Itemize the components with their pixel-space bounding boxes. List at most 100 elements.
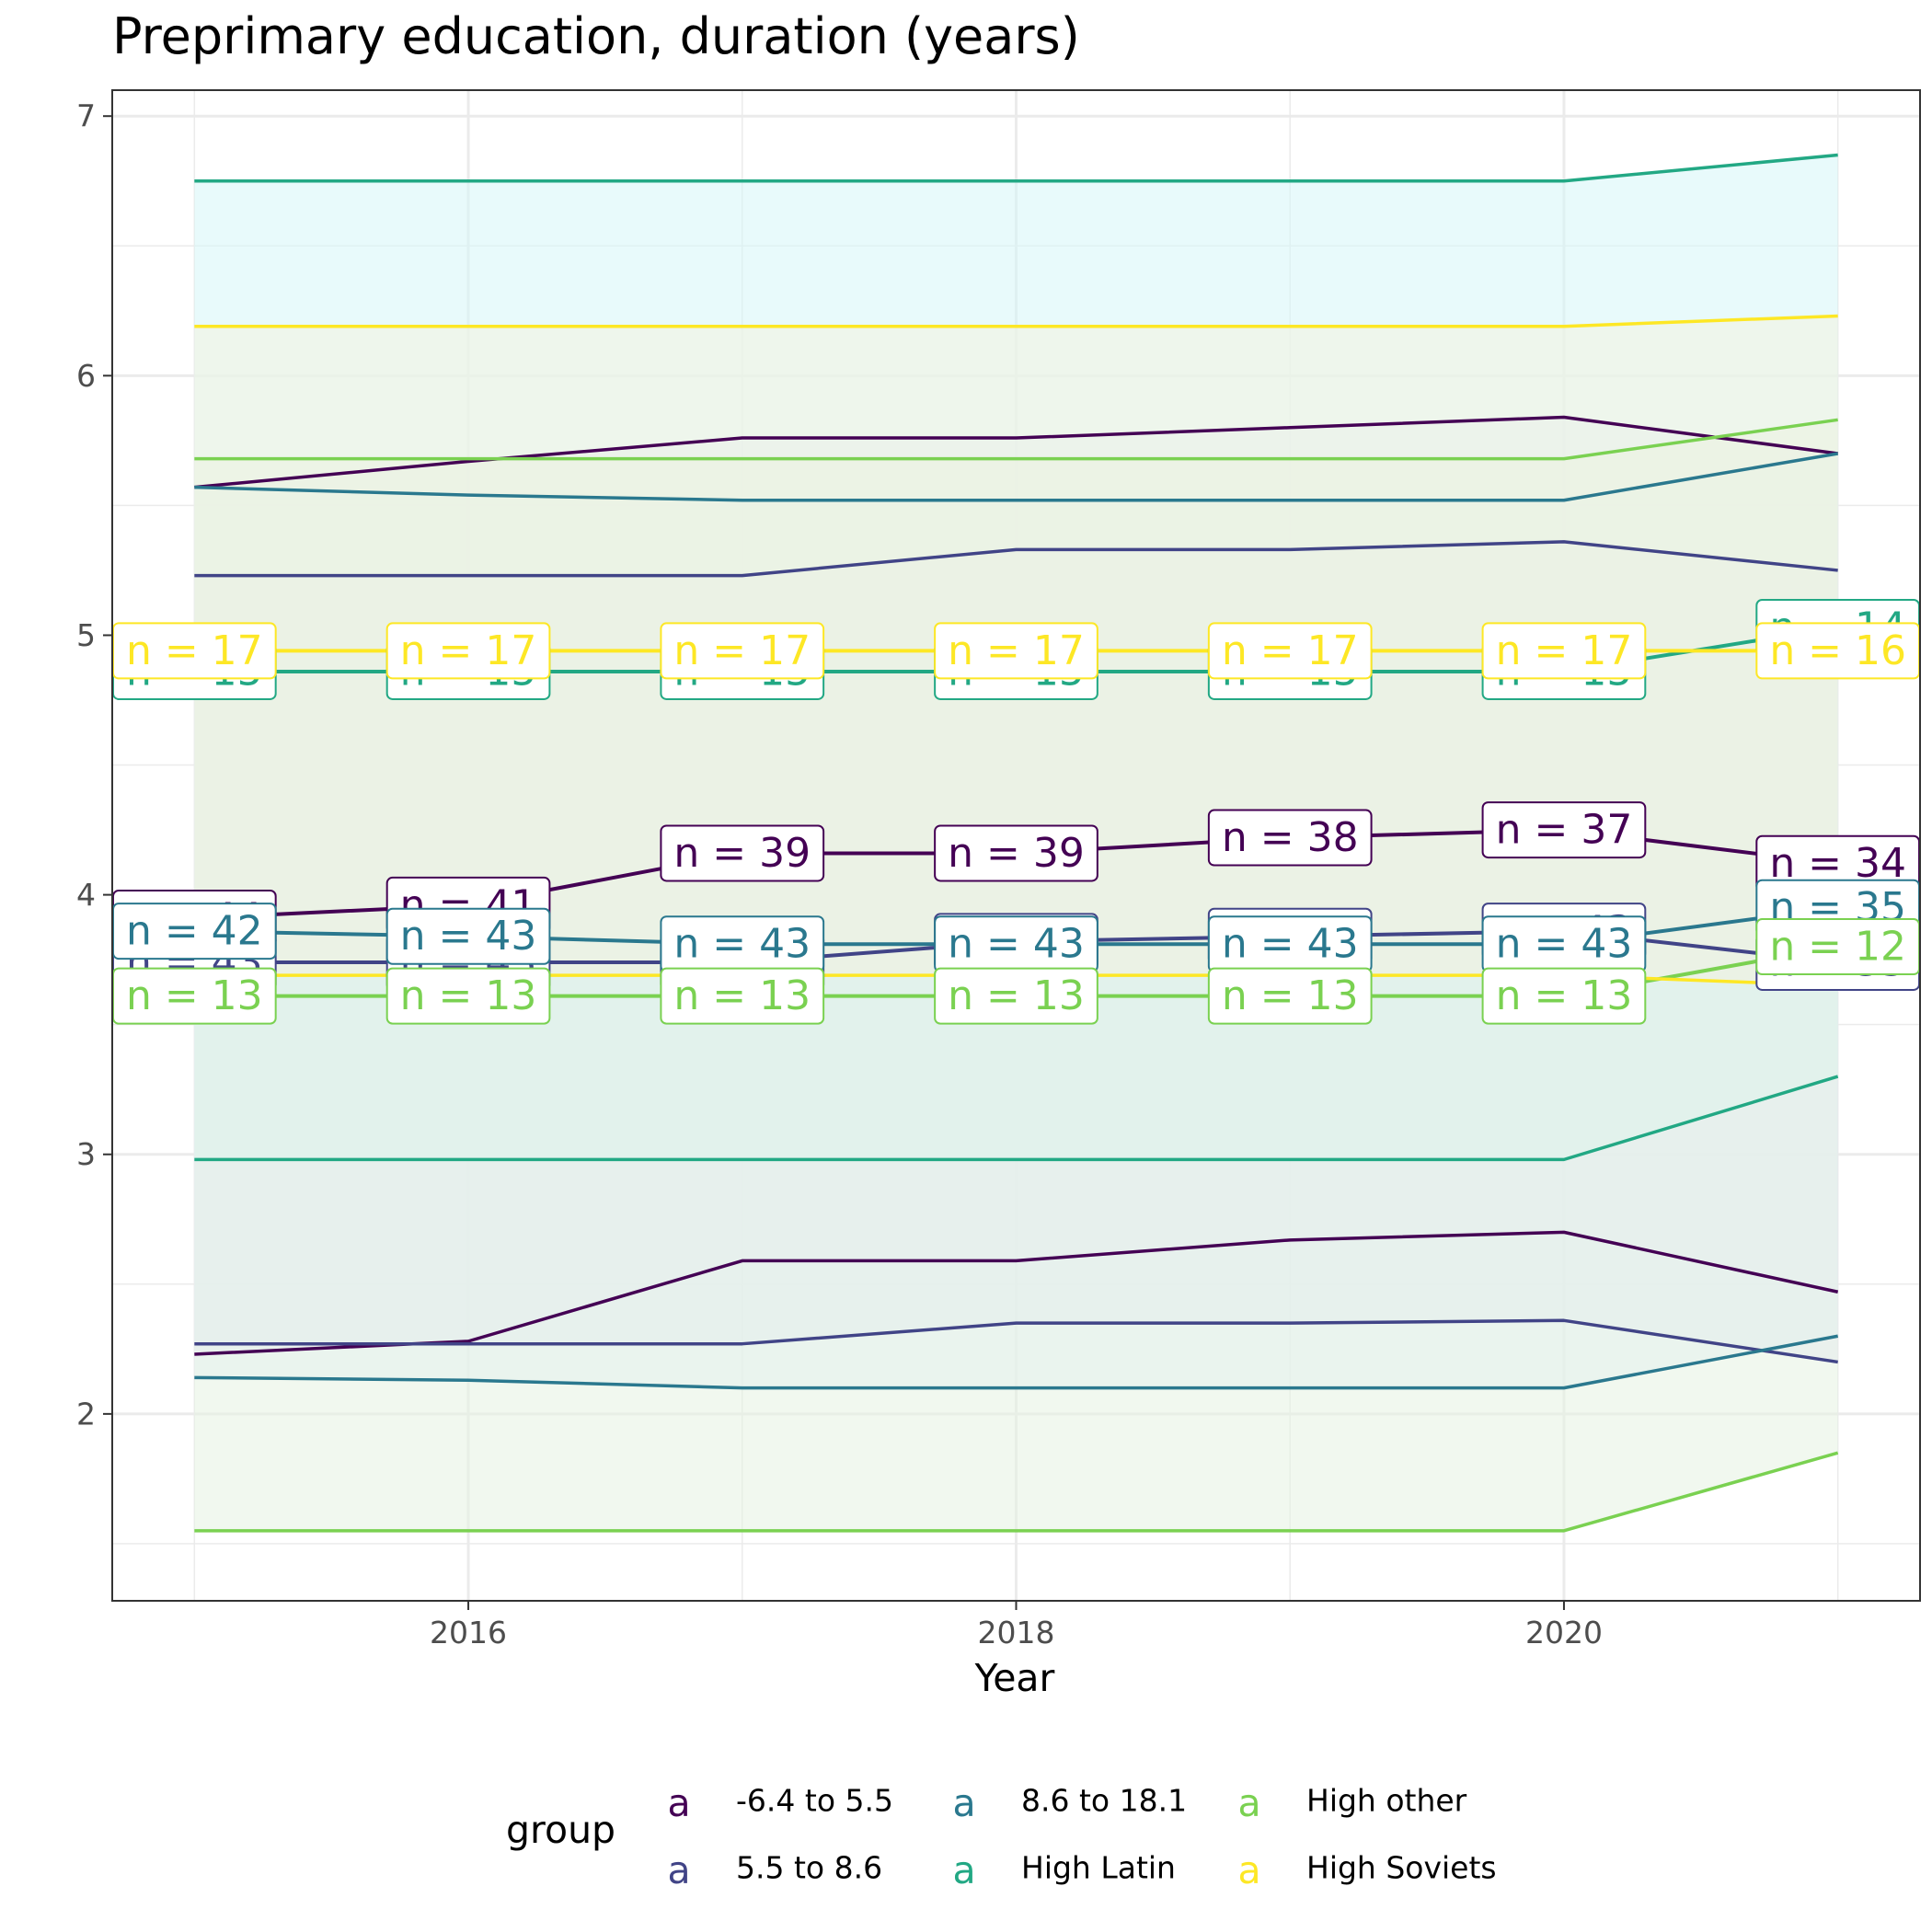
upper-line-series-3 (194, 452, 1838, 502)
upper-line-series-4 (194, 153, 1838, 183)
n-label: n = 13 (934, 967, 1098, 1025)
n-label-box (934, 622, 1098, 680)
legend-key: a (1237, 1781, 1260, 1825)
n-label-text: n = 42 (126, 908, 263, 955)
n-label-text: n = 13 (1496, 972, 1633, 1019)
upper-line-series-6 (194, 314, 1838, 328)
x-tick-label: 2018 (978, 1615, 1055, 1650)
n-label: n = 16 (1755, 622, 1921, 680)
n-label: n = 39 (934, 824, 1098, 882)
legend-key: a (667, 1781, 690, 1825)
legend-item: a 5.5 to 8.6 (667, 1848, 882, 1892)
legend-key: a (952, 1848, 975, 1892)
n-label-text: n = 12 (1769, 924, 1906, 971)
legend-item: a 8.6 to 18.1 (952, 1781, 1187, 1825)
y-tick-label: 2 (76, 1396, 96, 1432)
legend-key: a (952, 1781, 975, 1825)
lower-line-series-4 (194, 1075, 1839, 1162)
legend-label: -6.4 to 5.5 (736, 1783, 893, 1819)
n-label: n = 17 (1481, 622, 1647, 680)
n-label-text: n = 13 (1222, 972, 1359, 1019)
n-label: n = 17 (111, 622, 277, 680)
n-label: n = 17 (385, 622, 551, 680)
n-label-box (1207, 967, 1373, 1025)
legend-item: a High Soviets (1237, 1848, 1496, 1892)
n-label-text: n = 17 (673, 627, 811, 674)
legend-item: a -6.4 to 5.5 (667, 1781, 893, 1825)
n-label: n = 17 (1207, 622, 1373, 680)
n-label: n = 42 (111, 903, 277, 960)
n-label: n = 13 (111, 967, 277, 1025)
legend-item: a High other (1237, 1781, 1466, 1825)
y-tick-label: 3 (76, 1136, 96, 1172)
n-label-text: n = 43 (673, 921, 811, 968)
lower-line-series-3 (194, 1334, 1839, 1390)
n-label-box (1207, 809, 1373, 867)
n-label-box (660, 824, 825, 882)
n-label-text: n = 17 (1496, 627, 1633, 674)
upper-line-series-1 (194, 415, 1838, 489)
y-tick-label: 5 (76, 617, 96, 653)
x-tick-label: 2020 (1525, 1615, 1603, 1650)
n-label: n = 17 (934, 622, 1098, 680)
x-axis-title: Year (974, 1656, 1055, 1700)
n-label-box (385, 967, 551, 1025)
n-label: n = 38 (1207, 809, 1373, 867)
n-label-text: n = 43 (948, 921, 1085, 968)
legend-title: group (506, 1808, 615, 1852)
n-label: n = 43 (1481, 915, 1647, 973)
n-label: n = 13 (1207, 967, 1373, 1025)
n-label-box (385, 907, 551, 965)
n-label: n = 13 (1481, 967, 1647, 1025)
legend-label: High Soviets (1306, 1850, 1497, 1886)
legend-label: High Latin (1021, 1850, 1176, 1886)
upper-line-series-5 (194, 418, 1838, 461)
n-label-text: n = 39 (948, 830, 1085, 877)
n-label-text: n = 43 (1222, 921, 1359, 968)
n-label-text: n = 17 (126, 627, 263, 674)
x-tick-label: 2016 (430, 1615, 507, 1650)
n-label: n = 39 (660, 824, 825, 882)
n-label-box (1481, 967, 1647, 1025)
legend-key: a (667, 1848, 690, 1892)
legend-label: High other (1306, 1783, 1467, 1819)
n-label-text: n = 13 (673, 972, 811, 1019)
n-label-text: n = 43 (400, 913, 537, 960)
legend-label: 5.5 to 8.6 (736, 1850, 882, 1886)
lower-line-series-1 (194, 1230, 1839, 1356)
n-label-text: n = 17 (400, 627, 537, 674)
n-label-box (660, 622, 825, 680)
n-label-box (934, 824, 1098, 882)
legend: group a -6.4 to 5.5 a 5.5 to 8.6 a 8.6 to 18.… (506, 1781, 1497, 1892)
n-label-box (660, 967, 825, 1025)
n-label-box (934, 967, 1098, 1025)
y-tick-label: 6 (76, 358, 96, 394)
n-label-text: n = 37 (1496, 807, 1633, 854)
n-label-text: n = 43 (1496, 921, 1633, 968)
n-label: n = 13 (660, 967, 825, 1025)
y-tick-label: 4 (76, 877, 96, 913)
n-label: n = 13 (385, 967, 551, 1025)
n-label: n = 43 (660, 915, 825, 973)
chart-title: Preprimary education, duration (years) (112, 7, 1080, 65)
n-label-text: n = 39 (673, 830, 811, 877)
n-label-text: n = 13 (948, 972, 1085, 1019)
lower-line-series-2 (194, 1318, 1838, 1364)
y-tick-label: 7 (76, 98, 96, 134)
n-label-text: n = 13 (400, 972, 537, 1019)
n-label: n = 43 (1207, 915, 1373, 973)
n-label: n = 43 (934, 915, 1098, 973)
upper-line-series-2 (194, 540, 1838, 578)
n-label-box (385, 622, 551, 680)
n-label: n = 12 (1755, 918, 1921, 976)
n-label-text: n = 38 (1222, 814, 1359, 861)
n-label: n = 43 (385, 907, 551, 965)
n-label-text: n = 13 (126, 972, 263, 1019)
n-label-text: n = 16 (1769, 627, 1906, 674)
axis-layer: 2 3 4 5 6 7 2016 2018 2020 (76, 98, 1603, 1650)
n-label-box (1207, 622, 1373, 680)
n-label-box (1481, 801, 1647, 859)
legend-item: a High Latin (952, 1848, 1176, 1892)
